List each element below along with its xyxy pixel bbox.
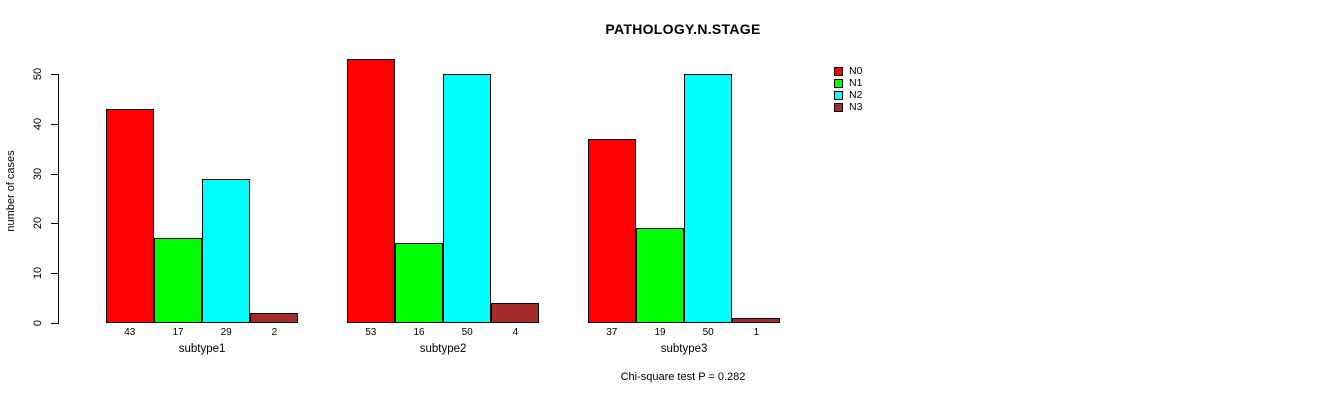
legend-item-N3: N3	[834, 101, 862, 113]
x-category-label: subtype2	[419, 343, 467, 355]
bar-N2-subtype2	[443, 74, 492, 323]
bar-N1-subtype3	[635, 228, 685, 323]
legend-label: N0	[849, 65, 863, 77]
y-axis-line	[57, 74, 59, 324]
y-axis-tick	[50, 323, 58, 324]
bar-N3-subtype1	[250, 313, 299, 323]
bar-value-label: 50	[702, 327, 714, 338]
bar-value-label: 37	[606, 327, 618, 338]
legend-label: N2	[849, 89, 863, 101]
x-category-label: subtype1	[178, 343, 226, 355]
bar-value-label: 1	[753, 327, 760, 338]
bar-N1-subtype2	[394, 243, 444, 323]
bar-value-label: 2	[271, 327, 278, 338]
legend: N0 N1 N2 N3	[834, 65, 862, 113]
legend-swatch-N0	[834, 66, 843, 76]
legend-item-N1: N1	[834, 77, 862, 89]
y-axis-tick	[50, 223, 58, 225]
legend-swatch-N2	[834, 90, 843, 100]
chi-square-annotation: Chi-square test P = 0.282	[620, 371, 746, 383]
y-axis-tick-label: 30	[32, 167, 44, 180]
y-axis-tick-label: 50	[32, 67, 44, 81]
bar-value-label: 4	[512, 327, 519, 338]
y-axis-tick-label: 10	[32, 267, 44, 280]
y-axis-tick-label: 0	[32, 319, 44, 327]
bar-N3-subtype2	[491, 303, 540, 323]
bar-value-label: 53	[365, 327, 377, 338]
bar-value-label: 16	[413, 327, 425, 338]
bar-N0-subtype3	[587, 138, 636, 323]
legend-item-N0: N0	[834, 65, 862, 77]
y-axis-tick-label: 40	[32, 117, 44, 130]
chart-title: PATHOLOGY.N.STAGE	[605, 21, 761, 37]
bar-N3-subtype3	[732, 318, 781, 323]
y-axis-tick	[50, 273, 58, 275]
legend-swatch-N1	[834, 78, 843, 88]
legend-label: N3	[849, 101, 863, 113]
bar-N2-subtype3	[684, 74, 733, 323]
legend-item-N2: N2	[834, 89, 862, 101]
y-axis-tick	[50, 173, 58, 175]
bar-value-label: 43	[124, 327, 136, 338]
x-category-label: subtype3	[660, 343, 708, 355]
bar-value-label: 19	[654, 327, 666, 338]
bar-N2-subtype1	[202, 178, 251, 323]
legend-label: N1	[849, 77, 863, 89]
y-axis-tick	[50, 74, 58, 75]
bar-value-label: 50	[461, 327, 473, 338]
y-axis-tick	[50, 123, 58, 125]
bar-N0-subtype1	[105, 108, 154, 323]
legend-swatch-N3	[834, 102, 843, 112]
bar-N0-subtype2	[346, 59, 395, 323]
y-axis-tick-label: 20	[32, 217, 44, 230]
bar-value-label: 29	[220, 327, 232, 338]
bar-value-label: 17	[172, 327, 184, 338]
bar-N1-subtype1	[153, 238, 203, 323]
